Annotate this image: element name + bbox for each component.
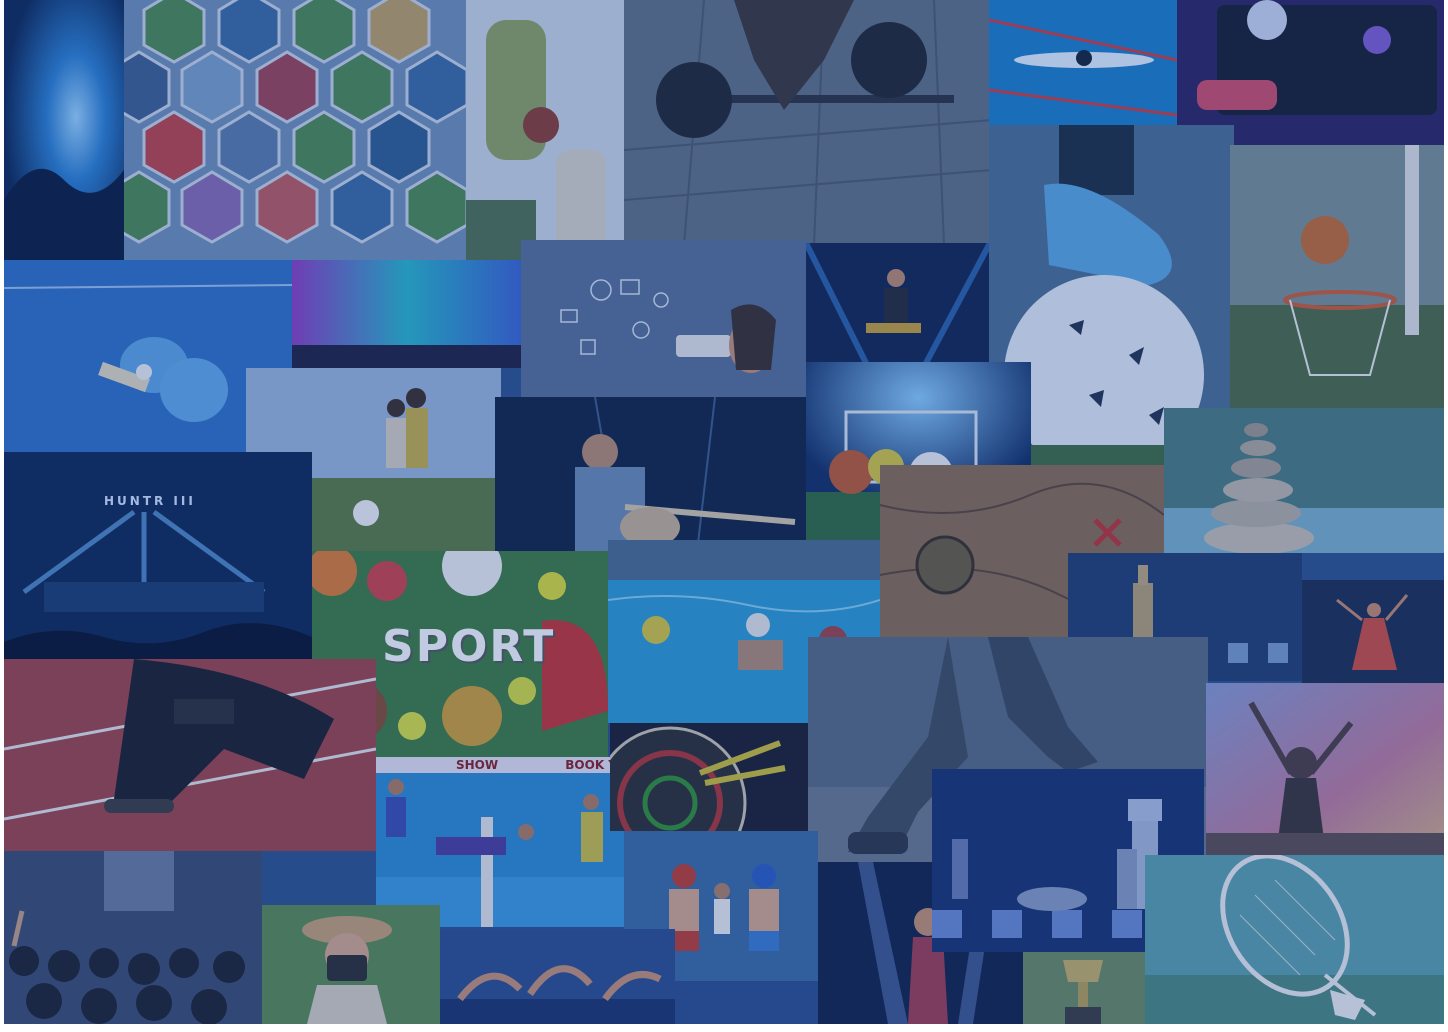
trophy-photo [1023, 952, 1145, 1024]
kids-playing-soccer-photo [246, 368, 501, 553]
conference-audience-photo [4, 851, 262, 1024]
sports-arts-collage: HUNTR III SPORT SHOW BOOK Y [4, 0, 1444, 1024]
sport-word-text: SPORT [382, 621, 556, 672]
dj-mixer-photo [1177, 0, 1444, 145]
female-singer-spotlight-photo [818, 862, 1023, 1024]
cricket-batsman-photo [466, 0, 624, 275]
concert-stage-crowd-photo: HUNTR III [4, 452, 312, 659]
concert-light-beams-photo [4, 0, 124, 260]
rock-guitarist-stage-photo [806, 243, 990, 363]
banner-text-right: BOOK Y [565, 758, 617, 772]
sport-equipment-flatlay-photo: SPORT [312, 551, 608, 758]
sports-hexagon-montage-photo [124, 0, 469, 260]
kabaddi-banner: SHOW BOOK Y [376, 757, 625, 773]
festival-dancer-photo [1206, 683, 1444, 855]
floor-dancers-photo [440, 929, 675, 1024]
banner-text-left: SHOW [456, 758, 499, 772]
kabaddi-match-photo: SHOW BOOK Y [376, 757, 625, 927]
woman-photographer-photo [262, 905, 440, 1024]
barbell-deadlift-photo [624, 0, 992, 245]
colorful-stage-lights-photo [292, 260, 522, 368]
stone-cairn-photo [1164, 408, 1444, 553]
basketball-hoop-photo [1230, 145, 1444, 408]
dartboard-photo [610, 723, 808, 831]
table-tennis-paddles-photo [4, 260, 294, 452]
swimmer-butterfly-photo [989, 0, 1177, 125]
sprinter-starting-block-photo [4, 659, 376, 851]
badminton-racket-shuttle-photo [1145, 855, 1444, 1024]
classical-dancer-photo [1302, 580, 1444, 683]
stage-sign-text: HUNTR III [104, 494, 196, 508]
camera-doodles-photographer-photo [521, 240, 806, 397]
